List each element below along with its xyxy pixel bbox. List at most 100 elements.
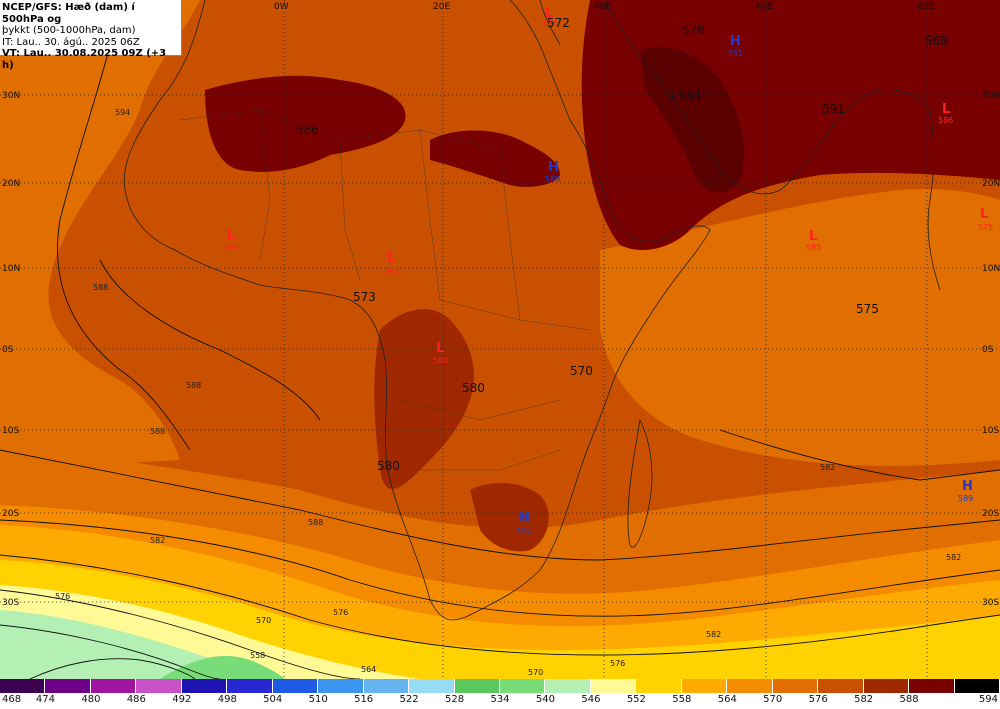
field-value-label: 568 [925, 34, 948, 48]
contour-label: 582 [946, 553, 961, 562]
legend-swatch [0, 679, 46, 693]
map-canvas: 30N 20N 10N 0S 10S 20S 30S 30N 20N 10N 0… [0, 0, 1000, 679]
thickness-contours [0, 0, 1000, 679]
legend-label: 468 [2, 694, 22, 705]
field-value-label: 572 [547, 16, 570, 30]
legend-label: 498 [217, 694, 237, 705]
lat-label: 30N [982, 91, 1000, 101]
contour-label: 588 [150, 427, 165, 436]
graticule [0, 0, 1000, 679]
legend-swatch [818, 679, 864, 693]
legend-swatch [227, 679, 273, 693]
field-value-label: 580 [377, 459, 400, 473]
legend-label: 504 [263, 694, 283, 705]
legend-swatch [454, 679, 500, 693]
contour-label: 588 [308, 518, 323, 527]
lat-label: 20N [2, 179, 20, 189]
legend-swatch [500, 679, 546, 693]
contour-label: 588 [93, 283, 108, 292]
lon-labels: 0W 20E 40E 60E 80E [274, 2, 934, 12]
legend-swatch [90, 679, 137, 693]
lon-label: 0W [274, 2, 289, 12]
high-center-value: 591 [728, 49, 743, 58]
contour-label: 576 [610, 659, 625, 668]
low-center-marker: L [942, 102, 950, 117]
legend-swatch [45, 679, 91, 693]
lat-label: 10N [982, 264, 1000, 274]
legend-label: 534 [490, 694, 510, 705]
lat-label: 10N [2, 264, 20, 274]
legend-swatch [909, 679, 955, 693]
high-center-value: 594 [516, 527, 531, 536]
legend-label: 558 [672, 694, 692, 705]
legend-swatch [409, 679, 455, 693]
lon-label: 60E [756, 2, 773, 12]
contour-label: 576 [333, 608, 348, 617]
legend-label: 564 [717, 694, 737, 705]
legend-swatch [136, 679, 182, 693]
field-sahara-deep [205, 75, 406, 172]
lat-label: 0S [2, 345, 14, 355]
legend-label: 576 [808, 694, 828, 705]
legend-label: 552 [626, 694, 646, 705]
low-center-value: 575 [978, 223, 993, 232]
legend-label: 510 [308, 694, 328, 705]
legend-label: 474 [35, 694, 55, 705]
field-value-label: 570 [570, 364, 593, 378]
legend-label: 522 [399, 694, 419, 705]
legend-swatch [954, 679, 1000, 693]
contour-label: 582 [150, 536, 165, 545]
lat-label: 30S [2, 598, 19, 608]
legend-label: 570 [763, 694, 783, 705]
field-arabia-darkest [640, 46, 744, 193]
contour-label: 570 [256, 616, 271, 625]
legend-swatch [772, 679, 819, 693]
legend-swatch [318, 679, 364, 693]
lat-labels-left: 30N 20N 10N 0S 10S 20S 30S [2, 91, 20, 608]
low-center-marker: L [980, 207, 988, 222]
lon-label: 20E [433, 2, 450, 12]
legend-label: 516 [354, 694, 374, 705]
lat-label: 10S [982, 426, 999, 436]
lat-labels-right: 30N 20N 10N 0S 10S 20S 30S [982, 91, 1000, 608]
low-center-value: 572 [542, 19, 557, 28]
lat-label: 0S [982, 345, 994, 355]
contour-label: 582 [820, 463, 835, 472]
high-center-value: 589 [545, 175, 560, 184]
lat-label: 20S [2, 509, 19, 519]
field-value-label: 573 [353, 290, 376, 304]
contour-label: 582 [706, 630, 721, 639]
legend-label: 492 [172, 694, 192, 705]
field-value-label: 586 [296, 123, 319, 137]
high-center-value: 589 [958, 494, 973, 503]
pressure-centers: L 572 H 591 L 586 H 589 L 586 L 585 L 58… [224, 6, 993, 536]
header-subtitle-line: þykkt (500-1000hPa, dam) [2, 25, 136, 36]
field-kalahari-dark [470, 483, 549, 552]
legend-label: 540 [535, 694, 555, 705]
field-indian-ocean [600, 188, 1000, 466]
contour-label: 558 [250, 651, 265, 660]
contour-label: 576 [55, 592, 70, 601]
legend-label: 546 [581, 694, 601, 705]
lat-label: 30N [2, 91, 20, 101]
contour-label: 588 [186, 381, 201, 390]
legend-label: 528 [444, 694, 465, 705]
high-center-marker: H [548, 160, 559, 175]
legend-swatch [272, 679, 319, 693]
legend-label: 480 [81, 694, 101, 705]
header-valid-time: VT: Lau.. 30.08.2025 09Z (+3 h) [2, 48, 167, 71]
field-value-label: 591 [822, 102, 845, 116]
legend-swatch [545, 679, 591, 693]
low-center-marker: L [227, 228, 235, 243]
low-center-marker: L [809, 229, 817, 244]
header-init-time: IT: Lau.. 30. ágú.. 2025 06Z [2, 36, 140, 48]
low-center-value: 585 [806, 243, 821, 252]
legend-swatch [636, 679, 682, 693]
high-center-marker: H [730, 34, 741, 49]
lon-label: 80E [917, 2, 934, 12]
contour-label: 570 [528, 668, 543, 677]
low-center-marker: L [436, 341, 444, 356]
legend-swatch [727, 679, 773, 693]
low-center-value: 586 [938, 116, 953, 125]
low-center-marker: L [545, 6, 553, 21]
